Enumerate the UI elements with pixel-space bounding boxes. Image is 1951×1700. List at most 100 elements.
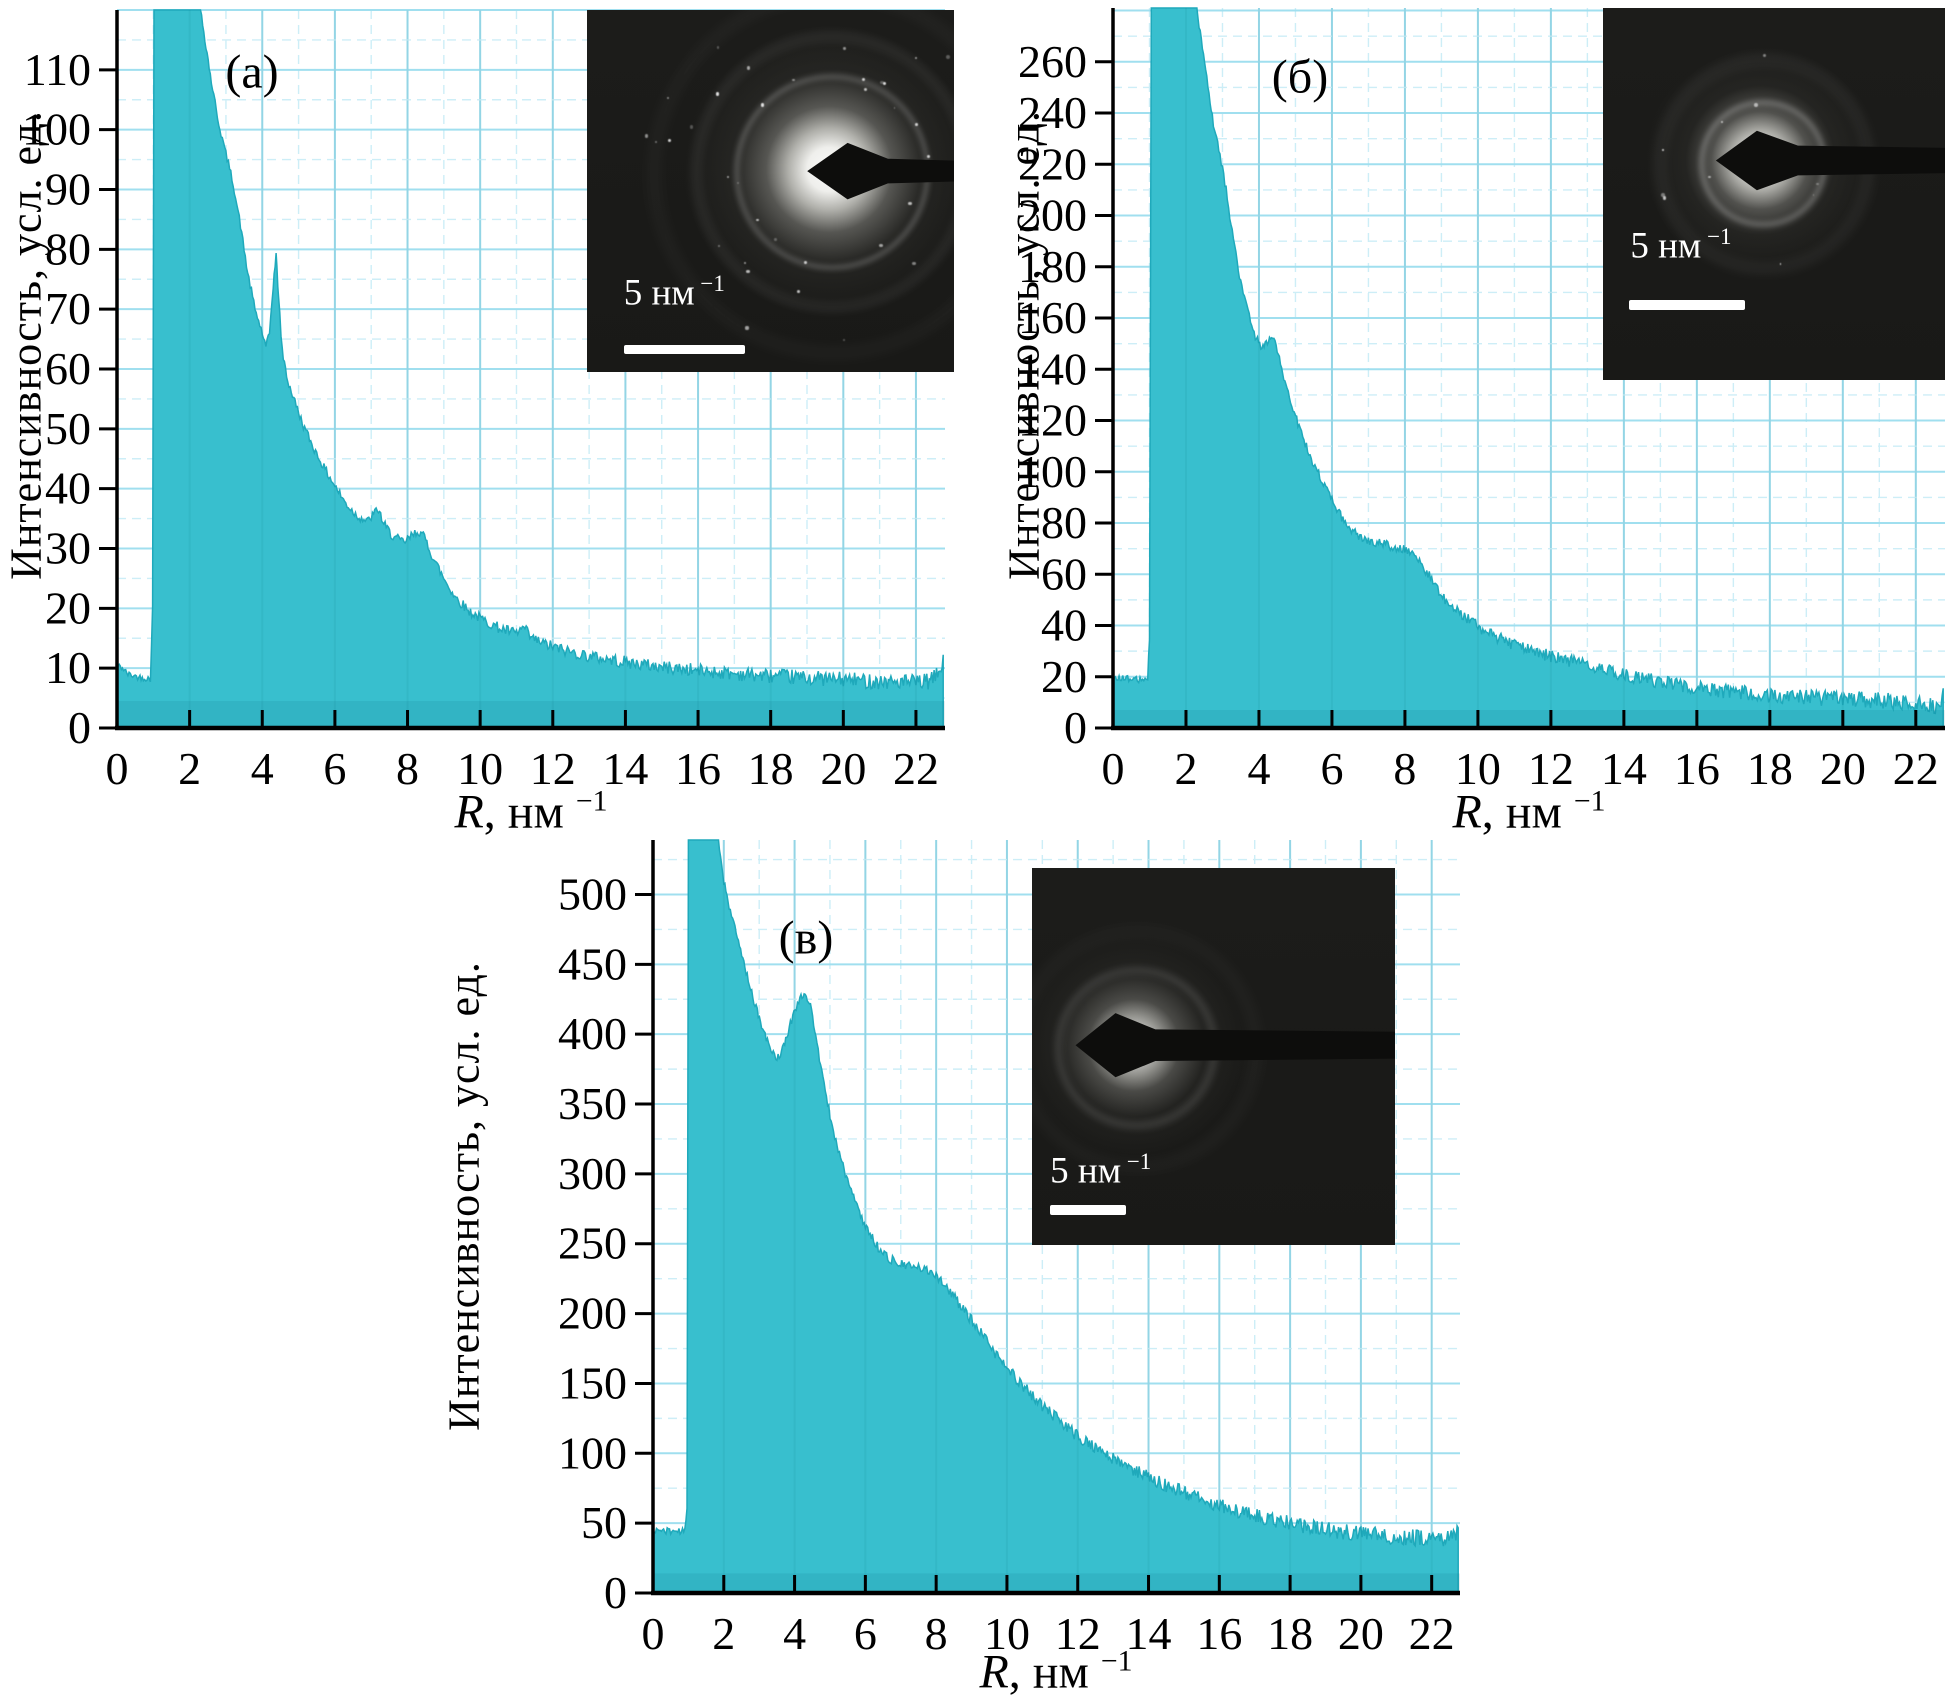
x-tick-label: 8: [1393, 743, 1416, 794]
diffraction-speckle: [726, 176, 729, 179]
scalebar-text: 5 нм: [623, 271, 695, 313]
scalebar-sup: −1: [694, 270, 725, 296]
baseline-band: [117, 701, 945, 728]
diffraction-speckle: [689, 125, 694, 129]
diffraction-speckle: [879, 243, 883, 248]
y-axis-title-b: Интенсивность, усл. ед.: [999, 110, 1049, 580]
diffraction-ring: [695, 35, 954, 310]
x-axis-unit-a: , нм: [483, 785, 564, 839]
diffraction-speckle: [746, 66, 750, 70]
y-tick-label: 70: [45, 283, 91, 334]
y-tick-label: 0: [68, 702, 91, 753]
diffraction-speckle: [927, 154, 930, 158]
diffraction-speckle: [1708, 176, 1711, 179]
diffraction-ring: [1032, 929, 1258, 1170]
scalebar: [1050, 1205, 1127, 1216]
y-tick-label: 260: [1018, 36, 1087, 87]
x-tick-label: 14: [602, 743, 648, 794]
diffraction-speckle: [945, 54, 950, 59]
diffraction-speckle: [797, 289, 801, 293]
y-tick-label: 0: [1064, 702, 1087, 753]
diffraction-speckle: [1662, 196, 1667, 200]
x-tick-label: 20: [820, 743, 866, 794]
panel-letter-v: (в): [778, 911, 834, 965]
x-axis-var-a: R: [454, 785, 484, 839]
y-tick-label: 50: [581, 1497, 627, 1548]
diffraction-speckle: [1779, 262, 1782, 265]
diffraction-speckle: [667, 96, 669, 99]
x-tick-label: 22: [1893, 743, 1939, 794]
diffraction-speckle: [1763, 54, 1767, 58]
y-tick-label: 60: [45, 343, 91, 394]
x-tick-label: 8: [396, 743, 419, 794]
diffraction-inset-v: 5 нм −1: [1032, 868, 1395, 1245]
beam-stopper-layer: [1715, 130, 1945, 191]
diffraction-speckle: [912, 261, 917, 266]
scalebar-label: 5 нм −1: [1630, 224, 1731, 267]
diffraction-speckle: [792, 78, 795, 81]
diffraction-speckle: [1720, 121, 1724, 124]
x-axis-title-v: R, нм −1: [979, 1645, 1132, 1700]
x-tick-label: 20: [1338, 1608, 1384, 1659]
diffraction-speckle: [760, 103, 764, 107]
x-tick-label: 18: [748, 743, 794, 794]
diffraction-ring: [1700, 100, 1827, 227]
x-tick-label: 20: [1820, 743, 1866, 794]
y-tick-label: 40: [1041, 600, 1087, 651]
diffraction-speckle: [745, 326, 749, 330]
beam-stopper: [807, 142, 954, 200]
scalebar-label: 5 нм −1: [1050, 1149, 1151, 1192]
y-tick-label: 350: [558, 1078, 627, 1129]
x-axis-sup-a: −1: [575, 784, 608, 818]
diffraction-speckle: [1661, 193, 1665, 197]
panel-letter-b: (б): [1271, 50, 1329, 104]
y-tick-label: 250: [558, 1218, 627, 1269]
y-tick-label: 150: [558, 1357, 627, 1408]
x-axis-var-b: R: [1452, 785, 1482, 839]
y-tick-label: 80: [45, 223, 91, 274]
x-axis-title-a: R, нм −1: [454, 785, 607, 840]
x-axis-unit-v: , нм: [1008, 1645, 1089, 1699]
y-tick-label: 30: [45, 523, 91, 574]
diffraction-speckle: [1754, 103, 1758, 107]
diffraction-inset-a: 5 нм −1: [587, 10, 954, 372]
y-tick-label: 300: [558, 1148, 627, 1199]
diffraction-speckle: [915, 56, 918, 59]
beam-stopper-layer: [807, 142, 954, 200]
x-axis-var-v: R: [979, 1645, 1009, 1699]
panel-letter-a: (а): [225, 45, 279, 99]
x-tick-label: 16: [675, 743, 721, 794]
diffraction-speckle: [715, 92, 720, 96]
x-tick-label: 4: [1247, 743, 1270, 794]
diffraction-speckle: [883, 81, 887, 85]
x-axis-title-b: R, нм −1: [1452, 785, 1605, 840]
y-axis-title-a: Интенсивность, усл. ед.: [1, 110, 51, 580]
beam-stopper: [1715, 130, 1945, 191]
diffraction-speckle: [863, 87, 868, 92]
y-tick-label: 50: [45, 403, 91, 454]
baseline-band: [653, 1573, 1460, 1593]
y-tick-label: 90: [45, 164, 91, 215]
x-tick-label: 18: [1267, 1608, 1313, 1659]
x-tick-label: 0: [1102, 743, 1125, 794]
diffraction-speckle: [862, 78, 866, 82]
beam-stopper: [1075, 1013, 1395, 1078]
x-tick-label: 6: [1320, 743, 1343, 794]
x-tick-label: 16: [1196, 1608, 1242, 1659]
scalebar-label: 5 нм −1: [624, 271, 725, 314]
diffraction-speckle: [774, 238, 777, 241]
y-tick-label: 40: [45, 463, 91, 514]
x-tick-label: 16: [1674, 743, 1720, 794]
y-tick-label: 200: [558, 1288, 627, 1339]
x-tick-label: 0: [642, 1608, 665, 1659]
diffraction-speckle: [746, 269, 750, 274]
x-tick-label: 2: [712, 1608, 735, 1659]
diffraction-speckle: [1816, 182, 1819, 186]
x-tick-label: 4: [783, 1608, 806, 1659]
x-tick-label: 0: [106, 743, 129, 794]
y-tick-label: 400: [558, 1008, 627, 1059]
x-tick-label: 6: [323, 743, 346, 794]
diffraction-ring: [1057, 968, 1216, 1128]
diffraction-speckle: [1662, 149, 1664, 151]
diffraction-speckle: [893, 107, 896, 110]
